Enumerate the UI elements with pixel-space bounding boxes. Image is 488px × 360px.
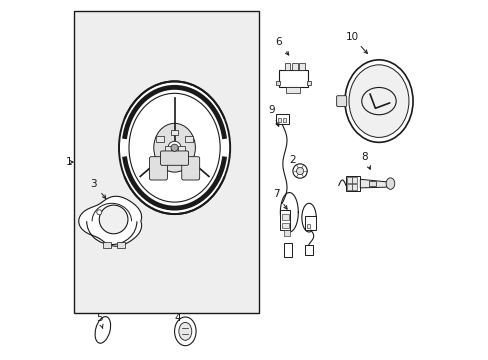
Bar	[184, 136, 192, 142]
Bar	[156, 136, 163, 142]
Bar	[117, 242, 125, 248]
Ellipse shape	[153, 123, 195, 172]
Bar	[285, 87, 300, 93]
Circle shape	[168, 141, 181, 154]
Text: 10: 10	[345, 32, 366, 53]
Bar	[346, 177, 351, 183]
Circle shape	[292, 164, 306, 178]
Text: 9: 9	[267, 105, 278, 126]
Ellipse shape	[348, 65, 408, 138]
Bar	[352, 184, 356, 190]
Ellipse shape	[174, 317, 196, 346]
Bar	[102, 242, 110, 248]
Bar	[171, 130, 178, 135]
FancyBboxPatch shape	[160, 151, 188, 165]
Bar	[284, 243, 291, 257]
Bar	[305, 244, 312, 255]
Ellipse shape	[344, 60, 412, 142]
Bar	[306, 224, 310, 228]
Text: 5: 5	[96, 313, 103, 329]
Text: 7: 7	[273, 189, 286, 209]
FancyBboxPatch shape	[149, 157, 167, 180]
Bar	[282, 223, 288, 228]
Bar	[346, 176, 360, 192]
Bar	[282, 118, 286, 122]
Ellipse shape	[95, 316, 110, 343]
Bar	[352, 177, 356, 183]
Circle shape	[296, 167, 303, 175]
Circle shape	[97, 210, 102, 215]
Ellipse shape	[386, 178, 394, 189]
Text: 8: 8	[361, 152, 369, 169]
FancyBboxPatch shape	[336, 96, 346, 107]
Bar	[306, 81, 310, 85]
Bar	[346, 184, 351, 190]
Ellipse shape	[129, 93, 220, 202]
Text: 3: 3	[90, 179, 105, 198]
Bar	[285, 63, 290, 70]
Ellipse shape	[119, 81, 230, 214]
Bar	[275, 81, 280, 85]
Bar	[292, 63, 297, 70]
Bar	[74, 12, 258, 313]
Bar	[277, 118, 281, 122]
Text: 1: 1	[65, 157, 73, 167]
Text: 6: 6	[275, 37, 288, 55]
Bar	[284, 230, 289, 235]
Bar	[282, 215, 288, 220]
Polygon shape	[360, 179, 389, 188]
Bar	[178, 146, 184, 151]
Polygon shape	[79, 196, 142, 246]
Circle shape	[171, 144, 178, 151]
Bar	[164, 146, 171, 151]
Bar	[275, 114, 288, 125]
Bar	[368, 181, 375, 186]
Circle shape	[99, 205, 128, 234]
Text: 2: 2	[289, 155, 299, 172]
Bar	[278, 69, 307, 87]
FancyBboxPatch shape	[182, 157, 199, 180]
Bar	[305, 216, 315, 230]
Ellipse shape	[179, 322, 191, 340]
Text: 4: 4	[175, 313, 183, 330]
Bar	[299, 63, 304, 70]
Bar	[280, 211, 290, 230]
